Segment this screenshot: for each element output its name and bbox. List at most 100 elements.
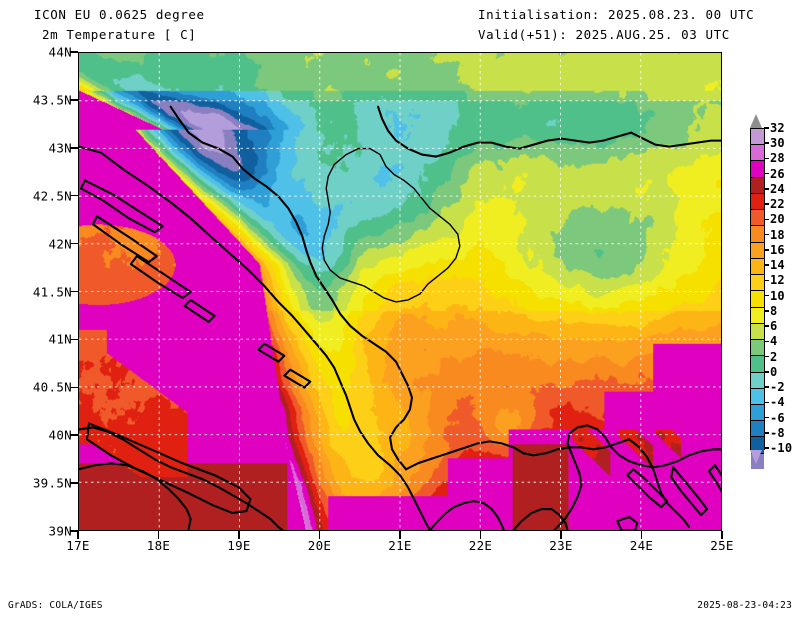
- colorbar-segment: [751, 257, 764, 275]
- y-axis-tick: [70, 530, 78, 532]
- colorbar-tick: [764, 264, 769, 266]
- colorbar-tick-label: 12: [770, 273, 785, 288]
- colorbar-low-arrow-icon: [750, 450, 762, 464]
- colorbar-tick-label: -4: [770, 395, 785, 410]
- y-axis-tick-label: 39.5N: [32, 475, 72, 491]
- y-axis-tick: [70, 242, 78, 245]
- y-axis-tick: [70, 482, 78, 484]
- colorbar-tick-label: 20: [770, 212, 785, 227]
- colorbar-tick-label: 24: [770, 181, 785, 196]
- y-axis-tick: [70, 99, 78, 101]
- x-axis-tick: [479, 531, 482, 539]
- x-axis-tick-label: 20E: [307, 538, 332, 553]
- y-axis-tick-label: 40.5N: [32, 379, 72, 395]
- y-axis-tick-label: 40N: [48, 427, 72, 443]
- colorbar-tick-label: -8: [770, 425, 785, 440]
- colorbar-segment: [751, 339, 764, 356]
- y-axis-tick: [70, 147, 78, 149]
- colorbar-tick: [764, 447, 769, 449]
- y-axis-tick-label: 41N: [48, 331, 72, 347]
- colorbar-tick: [764, 279, 769, 282]
- x-axis-tick-label: 24E: [629, 538, 654, 553]
- y-axis-tick: [70, 386, 78, 389]
- initialisation-label: Initialisation: 2025.08.23. 00 UTC: [478, 7, 755, 22]
- colorbar-segment: [751, 436, 764, 453]
- colorbar-tick-label: 22: [770, 197, 785, 212]
- colorbar-segment: [751, 176, 764, 193]
- lat-lon-gridlines: [79, 53, 721, 530]
- model-title: ICON EU 0.0625 degree: [34, 7, 205, 22]
- colorbar-segment: [751, 420, 764, 437]
- colorbar-tick-label: 4: [770, 334, 778, 349]
- colorbar-high-arrow-icon: [750, 114, 762, 128]
- x-axis-tick: [399, 531, 401, 539]
- temperature-colorbar[interactable]: [750, 128, 765, 469]
- colorbar-segment: [751, 160, 764, 177]
- colorbar-segment: [751, 306, 764, 323]
- render-timestamp: 2025-08-23-04:23: [697, 600, 792, 611]
- colorbar-segment: [751, 403, 764, 421]
- x-axis-tick-label: 21E: [388, 538, 412, 553]
- colorbar-tick: [764, 401, 769, 404]
- x-axis-tick: [640, 531, 643, 539]
- variable-title: 2m Temperature [ C]: [42, 27, 197, 42]
- colorbar-tick: [764, 371, 769, 373]
- x-axis-tick: [238, 531, 240, 539]
- colorbar-tick: [764, 325, 769, 327]
- valid-time-label: Valid(+51): 2025.AUG.25. 03 UTC: [478, 27, 730, 42]
- colorbar-segment: [751, 322, 764, 340]
- colorbar-tick-label: 10: [770, 288, 785, 303]
- x-axis-tick-label: 23E: [549, 538, 573, 553]
- colorbar-tick-label: 32: [770, 121, 785, 135]
- y-axis-tick-label: 42N: [48, 236, 72, 252]
- colorbar-tick: [764, 188, 769, 190]
- colorbar-segment: [751, 371, 764, 388]
- colorbar-segment: [751, 387, 764, 404]
- colorbar-tick: [764, 310, 769, 312]
- colorbar-tick-label: 16: [770, 242, 785, 257]
- colorbar-segment: [751, 209, 764, 226]
- x-axis-tick-label: 18E: [146, 538, 171, 553]
- y-axis-tick: [70, 434, 78, 436]
- colorbar-tick-label: 28: [770, 151, 785, 166]
- y-axis-tick-label: 44N: [48, 44, 72, 60]
- y-axis-tick: [70, 290, 78, 293]
- x-axis-tick-label: 17E: [66, 538, 90, 553]
- colorbar-tick-label: 26: [770, 166, 785, 181]
- colorbar-tick-label: 0: [770, 364, 778, 379]
- y-axis-tick: [70, 338, 78, 341]
- x-axis-tick-label: 25E: [710, 538, 734, 553]
- coastline-and-border-overlay: [79, 105, 721, 530]
- y-axis-tick: [70, 51, 78, 53]
- y-axis-tick-label: 43.5N: [32, 92, 72, 108]
- colorbar-tick: [764, 432, 769, 434]
- colorbar-tick: [764, 386, 769, 388]
- colorbar-segment: [751, 241, 764, 258]
- colorbar-tick: [764, 157, 769, 160]
- colorbar-tick: [764, 233, 769, 236]
- colorbar-tick: [764, 218, 769, 221]
- colorbar-tick: [764, 294, 769, 297]
- x-axis-tick: [318, 531, 321, 539]
- colorbar-tick: [764, 127, 769, 129]
- temperature-map-plot[interactable]: [78, 52, 722, 531]
- colorbar-tick-label: -10: [770, 441, 793, 455]
- y-axis-tick-label: 41.5N: [32, 284, 72, 299]
- x-axis-tick: [721, 531, 723, 539]
- colorbar-segment: [751, 144, 764, 161]
- x-axis-tick: [560, 531, 562, 539]
- colorbar-segment: [751, 192, 764, 210]
- y-axis-tick-label: 43N: [48, 140, 72, 156]
- colorbar-tick: [764, 203, 769, 205]
- x-axis-tick: [77, 531, 79, 539]
- colorbar-tick-label: 14: [770, 258, 785, 273]
- colorbar-tick-label: 30: [770, 136, 785, 151]
- colorbar-tick: [764, 355, 769, 358]
- colorbar-tick: [764, 249, 769, 251]
- colorbar-tick-label: 8: [770, 303, 778, 318]
- colorbar-tick: [764, 416, 769, 419]
- colorbar-segment: [751, 355, 764, 372]
- y-axis-tick-label: 42.5N: [32, 188, 72, 204]
- colorbar-tick-label: 6: [770, 319, 778, 334]
- colorbar-segment: [751, 274, 764, 291]
